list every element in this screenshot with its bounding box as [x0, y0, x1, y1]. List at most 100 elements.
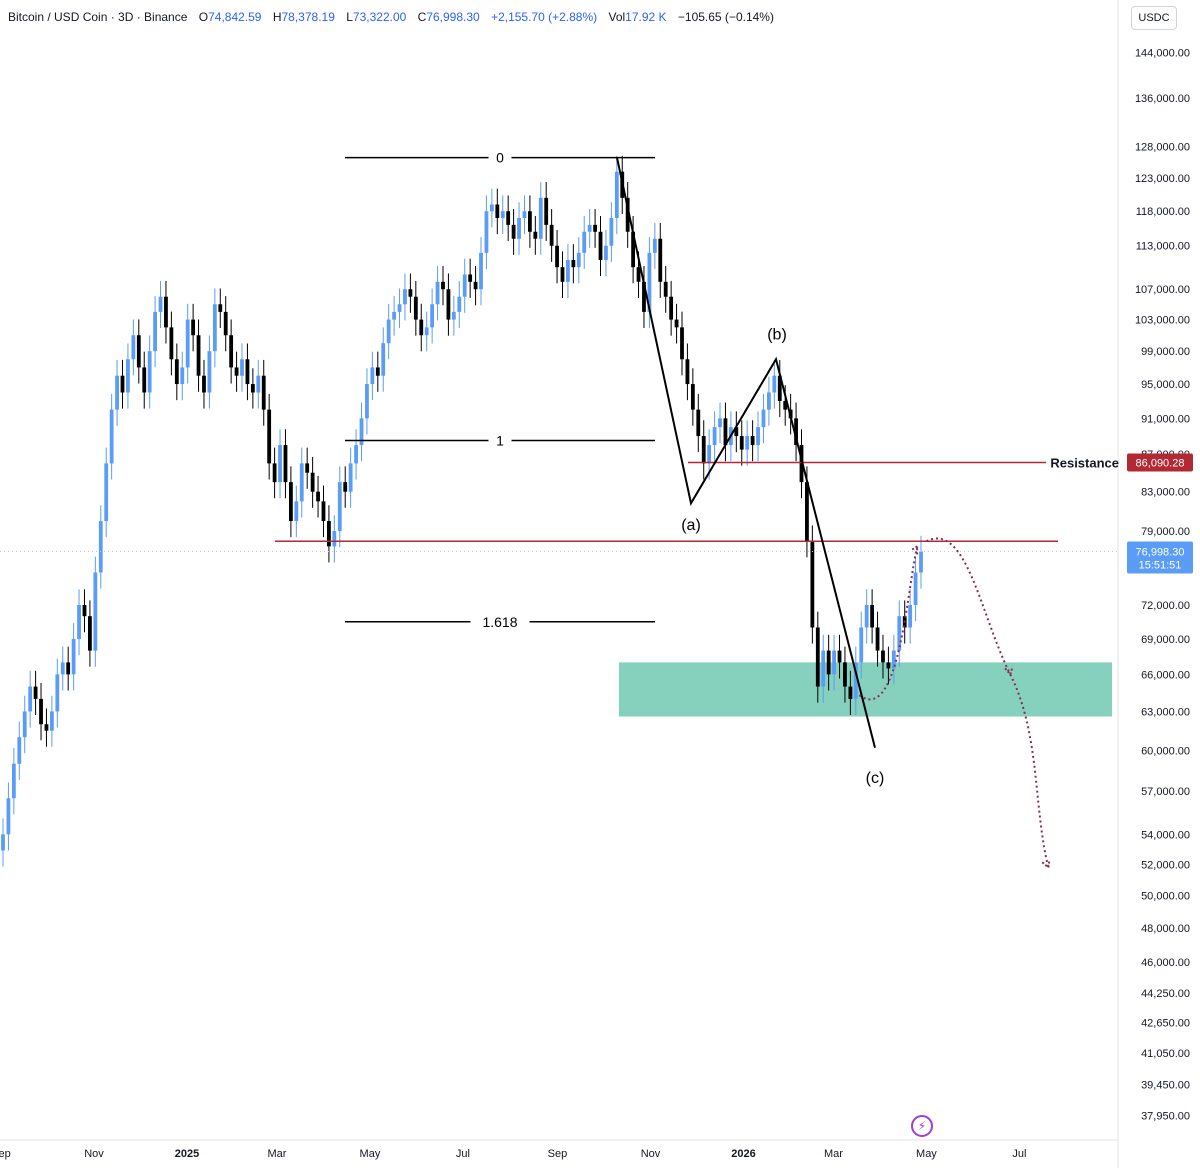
- candle-body: [446, 289, 451, 320]
- candle-body: [310, 472, 315, 492]
- candle-body: [745, 436, 750, 450]
- candle-body: [6, 798, 11, 835]
- candle-body: [457, 296, 462, 312]
- candle: [859, 611, 864, 679]
- candle: [848, 670, 853, 716]
- x-tick-label: Sep: [548, 1148, 568, 1160]
- candle-body: [587, 224, 592, 232]
- candle-body: [859, 627, 864, 663]
- candle: [299, 447, 304, 518]
- high-value: 78,378.19: [281, 10, 335, 24]
- candle-body: [202, 375, 206, 393]
- candle-body: [631, 231, 636, 268]
- candle: [256, 359, 261, 409]
- candle: [250, 368, 255, 409]
- candle-body: [799, 445, 804, 483]
- candle: [1, 818, 5, 867]
- candle: [690, 368, 695, 426]
- candle-body: [381, 343, 386, 376]
- low-value: 73,322.00: [352, 10, 407, 24]
- y-tick-label: 91,000.00: [1141, 413, 1190, 425]
- candle-body: [354, 445, 358, 464]
- candle: [886, 646, 891, 685]
- candle-body: [185, 319, 190, 368]
- x-tick-label: 2025: [175, 1148, 199, 1160]
- candle-body: [913, 572, 918, 606]
- fib-level-label: 0: [496, 150, 504, 166]
- last-price-value: 76,998.30: [1136, 547, 1185, 559]
- y-tick-label: 37,950.00: [1141, 1111, 1190, 1123]
- candle: [555, 229, 559, 284]
- projection-up-leg: [858, 546, 919, 701]
- candle: [109, 393, 114, 480]
- candle-body: [321, 501, 326, 522]
- currency-unit-label: USDC: [1138, 12, 1170, 24]
- resistance-label: Resistance: [1050, 456, 1119, 471]
- candle-body: [430, 304, 435, 328]
- candle-body: [625, 197, 630, 232]
- candle: [821, 634, 826, 703]
- candle: [468, 258, 473, 298]
- candle: [701, 420, 706, 480]
- candle-body: [810, 541, 815, 628]
- candle-body: [403, 289, 407, 305]
- y-tick-label: 107,000.00: [1135, 284, 1190, 296]
- candle: [370, 351, 375, 401]
- candle: [169, 311, 174, 376]
- candle: [93, 556, 98, 667]
- candle: [506, 195, 511, 241]
- candle: [685, 343, 690, 401]
- currency-unit-button[interactable]: USDC: [1131, 6, 1177, 30]
- candle-body: [299, 463, 304, 502]
- candle: [538, 182, 543, 255]
- candle: [223, 296, 228, 352]
- candle: [544, 182, 549, 241]
- candle-body: [136, 335, 141, 368]
- candle: [354, 429, 358, 480]
- candle: [147, 335, 152, 409]
- lightning-icon[interactable]: ⚡: [911, 1115, 933, 1137]
- y-tick-label: 39,450.00: [1141, 1080, 1190, 1092]
- candle-body: [245, 359, 250, 385]
- candle: [365, 368, 369, 435]
- candle-body: [370, 367, 375, 385]
- y-tick-label: 42,650.00: [1141, 1017, 1190, 1029]
- symbol-header: Bitcoin / USD Coin · 3D · Binance O74,84…: [8, 10, 774, 24]
- candle-body: [375, 367, 380, 376]
- y-tick-label: 48,000.00: [1141, 923, 1190, 935]
- candle-body: [723, 418, 728, 446]
- candle-body: [153, 311, 157, 352]
- candle: [576, 237, 581, 284]
- candle-body: [566, 259, 570, 282]
- candle: [891, 634, 896, 685]
- x-tick-label: Jul: [456, 1148, 470, 1160]
- candle: [375, 351, 380, 392]
- candle-body: [147, 351, 152, 393]
- candle-body: [348, 463, 353, 492]
- candle-body: [365, 384, 369, 419]
- candle-body: [142, 367, 147, 393]
- candle-body: [229, 335, 234, 368]
- last-price-countdown: 15:51:51: [1139, 560, 1182, 572]
- candle: [77, 589, 81, 656]
- candles: [1, 155, 923, 867]
- candle: [142, 351, 147, 409]
- candle-body: [424, 327, 429, 336]
- candle: [446, 273, 451, 336]
- y-tick-label: 44,250.00: [1141, 988, 1190, 1000]
- candle-body: [174, 359, 179, 385]
- candle: [136, 319, 141, 384]
- candle: [604, 229, 608, 277]
- candle: [392, 296, 397, 336]
- candle: [71, 623, 76, 691]
- candle: [267, 393, 272, 480]
- candle-body: [33, 686, 38, 699]
- candle-body: [669, 296, 674, 320]
- candle-body: [191, 319, 196, 336]
- candle: [696, 393, 701, 453]
- candle: [495, 188, 500, 235]
- fib-retracement: 0 1 1.618: [345, 150, 655, 630]
- candle: [750, 420, 755, 462]
